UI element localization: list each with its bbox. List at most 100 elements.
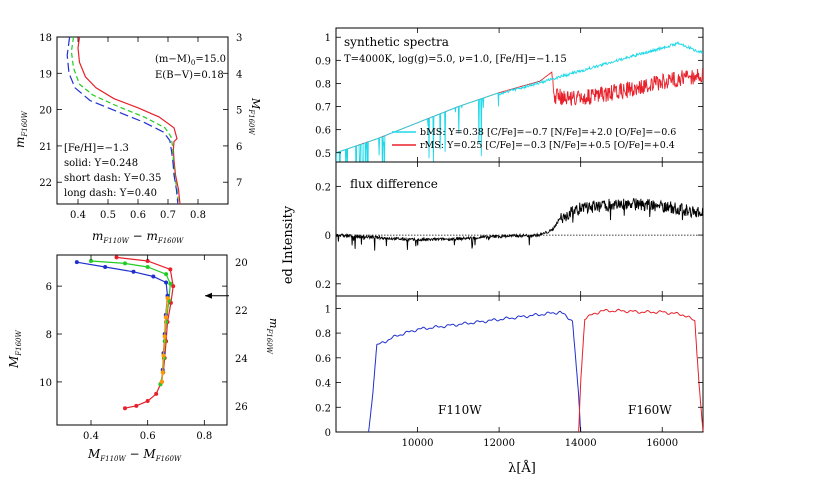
filter-curve-f110w [368,310,582,433]
flux-ytick-label: 0 [325,231,331,242]
filters-xlabel: λ[Å] [508,460,536,476]
cmd-bottom-point [154,391,159,396]
cmd-bottom-point [160,370,165,375]
spectra-ytick-label: 0.9 [315,56,331,67]
label-f160w: F160W [628,403,672,417]
spectra-title: synthetic spectra [344,35,449,49]
cmd-bottom-point [89,258,93,263]
cmd-top-y2tick-label: 7 [236,178,242,189]
flux-difference-line [335,198,704,251]
filters-series [368,308,704,433]
cmd-bottom-panel: 0.4 0.6 0.8 6 8 10 20 22 24 26 MF110W − MF160W MF… [7,254,280,463]
filters-ytick-label: 0.4 [315,379,331,390]
flux-difference-title: flux difference [350,177,438,191]
cmd-bottom-point [103,264,108,269]
cmd-bottom-ytick-label: 10 [39,378,52,389]
spectra-ytick-label: 1 [325,33,331,44]
filters-xtick-label: 16000 [646,438,678,449]
legend-short-dash: short dash: Y=0.35 [64,173,161,184]
cmd-bottom-point [123,261,127,266]
cmd-top-xtick-label: 0.5 [100,210,116,221]
filters-ytick-label: 0.6 [315,354,331,365]
cmd-bottom-point [123,406,127,411]
legend-solid: solid: Y=0.248 [64,158,138,169]
flux-difference-panel: 0.2 0 0.2 flux difference [315,161,704,297]
spectra-series [336,40,703,162]
cmd-top-ytick-label: 22 [39,178,52,189]
cmd-bottom-point [168,267,173,272]
cmd-top-line-solid [77,36,181,205]
cmd-top-panel: 0.4 0.5 0.6 0.7 0.8 18 19 20 21 22 3 4 5 6 7 (m−M)0=15… [13,33,262,245]
cmd-bottom-frame [56,254,228,426]
filters-ytick-label: 0.2 [315,403,331,414]
spectra-ticks: 0.5 0.6 0.7 0.8 0.9 1 [315,28,703,162]
cmd-bottom-point [165,296,170,301]
cmd-top-xtick-label: 0.7 [160,210,176,221]
filters-ticks: 10000 12000 14000 16000 0 0.2 0.4 0.6 0.8 1 [315,296,703,449]
spectra-params: T=4000K, log(g)=5.0, ν=1.0, [Fe/H]=−1.15 [344,54,567,65]
cmd-bottom-point [145,258,150,263]
cmd-bottom-y2tick-label: 22 [235,306,248,317]
cmd-bottom-xtick-label: 0.8 [196,431,212,442]
legend-bms: bMS: Y=0.38 [C/Fe]=−0.7 [N/Fe]=+2.0 [O/F… [420,127,676,138]
spectra-ytick-label: 0.6 [315,126,331,137]
cmd-bottom-y2tick-label: 20 [235,258,248,269]
cmd-bottom-xtick-label: 0.4 [83,431,99,442]
cmd-bottom-point [163,315,168,320]
cmd-top-y2tick-label: 4 [236,69,242,80]
cmd-bottom-series [74,255,176,411]
flux-difference-series [335,198,704,251]
spectra-ytick-label: 0.7 [315,103,331,114]
cmd-bottom-point [168,281,173,286]
cmd-top-line-short [70,36,180,205]
cmd-bottom-point [162,334,167,339]
cmd-bottom-ytick-label: 8 [46,330,52,341]
legend-long-dash: long dash: Y=0.40 [64,188,157,199]
label-f110w: F110W [438,403,482,417]
filters-panel: 10000 12000 14000 16000 0 0.2 0.4 0.6 0.8 1 F110W… [315,295,704,476]
filters-xtick-label: 10000 [402,438,434,449]
cmd-top-frame [56,36,229,205]
spectra-ytick-label: 0.8 [315,79,331,90]
filters-ytick-label: 1 [325,304,331,315]
cmd-top-xtick-label: 0.4 [70,210,86,221]
cmd-top-reddening: E(B−V)=0.18 [155,70,224,81]
cmd-bottom-point [74,260,79,265]
cmd-top-distance: (m−M)0=15.0 [155,54,226,67]
cmd-bottom-ticks: 0.4 0.6 0.8 6 8 10 20 22 24 26 [39,255,248,442]
cmd-top-y2label: MF160W [247,97,262,135]
cmd-bottom-y2tick-label: 26 [235,402,248,413]
cmd-bottom-xtick-label: 0.6 [140,431,156,442]
cmd-bottom-point [145,264,150,269]
cmd-top-ylabel: mF160W [13,110,29,148]
cmd-bottom-point [145,399,150,404]
cmd-top-ytick-label: 20 [39,106,52,117]
spectrum-bms [336,40,703,162]
spectra-ytick-label: 0.5 [315,149,331,160]
cmd-top-ytick-label: 19 [39,69,52,80]
cmd-bottom-point [171,284,176,289]
spectra-panel: 0.5 0.6 0.7 0.8 0.9 1 synthetic spectra T=400… [315,27,704,163]
cmd-top-xtick-label: 0.8 [190,210,206,221]
shared-ylabel: ed Intensity [281,205,296,284]
arrow-marker [205,292,229,299]
cmd-bottom-point [114,255,119,260]
filters-xtick-label: 14000 [565,438,597,449]
cmd-bottom-xlabel: MF110W − MF160W [87,447,182,463]
flux-ytick-label: 0.2 [315,280,331,291]
cmd-top-line-long [66,36,179,205]
cmd-bottom-point [161,353,166,358]
cmd-top-xtick-label: 0.6 [130,210,146,221]
cmd-top-ytick-label: 18 [39,33,52,44]
filters-ytick-label: 0.8 [315,329,331,340]
filter-curve-f160w [578,308,704,433]
cmd-bottom-point [159,379,164,384]
cmd-top-series [66,36,181,205]
cmd-top-y2tick-label: 5 [236,106,242,117]
cmd-top-xlabel: mF110W − mF160W [92,229,184,245]
filters-frame [335,295,704,433]
cmd-top-ticks: 0.4 0.5 0.6 0.7 0.8 18 19 20 21 22 3 4 5 6 7 [39,33,242,221]
cmd-bottom-ytick-label: 6 [46,282,52,293]
